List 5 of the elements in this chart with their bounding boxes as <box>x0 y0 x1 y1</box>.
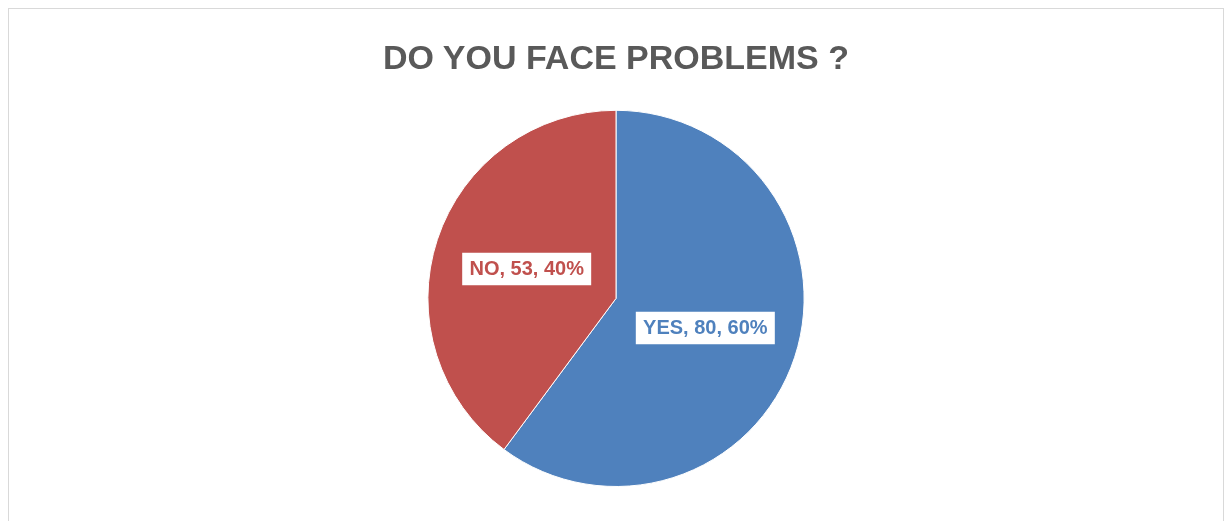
data-label: , 80, 60% <box>683 316 768 339</box>
chart-title: DO YOU FACE PROBLEMS ? <box>383 37 849 76</box>
slice-label: YES <box>643 316 684 339</box>
slice-label: NO <box>469 257 500 280</box>
data-label: , 53, 40% <box>499 257 585 280</box>
